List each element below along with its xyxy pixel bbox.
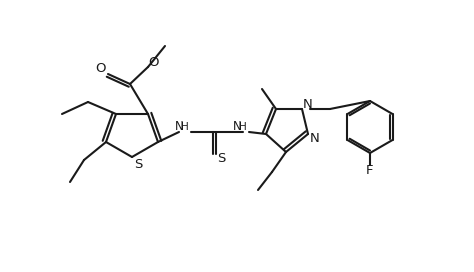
Text: N: N [233, 120, 241, 134]
Text: N: N [174, 120, 183, 134]
Text: O: O [149, 57, 159, 70]
Text: H: H [181, 122, 189, 132]
Text: S: S [217, 153, 225, 165]
Text: F: F [366, 165, 374, 178]
Text: O: O [96, 63, 106, 76]
Text: N: N [303, 97, 313, 110]
Text: H: H [239, 122, 247, 132]
Text: S: S [134, 159, 142, 172]
Text: N: N [310, 132, 320, 146]
